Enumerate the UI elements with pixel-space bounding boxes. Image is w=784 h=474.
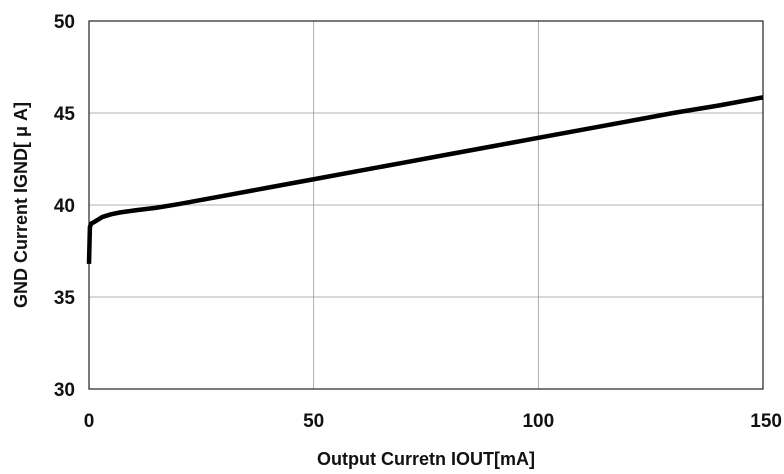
y-tick-labels: 30 35 40 45 50 xyxy=(54,12,76,401)
x-axis-title: Output Curretn IOUT[mA] xyxy=(317,449,535,469)
x-tick-label-0: 0 xyxy=(84,411,95,432)
x-tick-label-1: 50 xyxy=(303,411,324,432)
y-tick-label-2: 40 xyxy=(54,196,75,217)
series-line-0 xyxy=(86,95,764,264)
plot-frame xyxy=(88,20,764,390)
x-tick-label-3: 150 xyxy=(750,411,782,432)
y-tick-label-4: 50 xyxy=(54,12,75,33)
y-axis-title: GND Current IGND[ μ A] xyxy=(11,102,31,308)
y-tick-label-0: 30 xyxy=(54,380,75,401)
x-tick-label-2: 100 xyxy=(522,411,554,432)
grid xyxy=(89,21,763,389)
y-tick-label-1: 35 xyxy=(54,288,76,309)
series-layer xyxy=(86,95,764,264)
x-tick-labels: 0 50 100 150 xyxy=(84,411,782,432)
y-tick-label-3: 45 xyxy=(54,104,76,125)
